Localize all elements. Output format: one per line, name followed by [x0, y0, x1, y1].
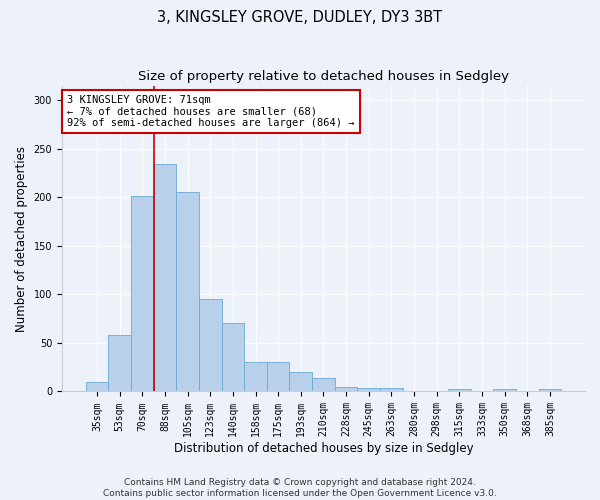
Bar [335, 386, 358, 392]
Bar [131, 196, 154, 392]
Bar [289, 372, 312, 392]
Text: Contains HM Land Registry data © Crown copyright and database right 2024.
Contai: Contains HM Land Registry data © Crown c… [103, 478, 497, 498]
Title: Size of property relative to detached houses in Sedgley: Size of property relative to detached ho… [138, 70, 509, 83]
Bar [109, 335, 131, 392]
Bar [380, 388, 403, 392]
Bar [312, 378, 335, 392]
Bar [244, 362, 267, 392]
Bar [539, 388, 561, 392]
Bar [358, 388, 380, 392]
Bar [199, 299, 221, 392]
Bar [493, 388, 516, 392]
Text: 3, KINGSLEY GROVE, DUDLEY, DY3 3BT: 3, KINGSLEY GROVE, DUDLEY, DY3 3BT [157, 10, 443, 25]
Text: 3 KINGSLEY GROVE: 71sqm
← 7% of detached houses are smaller (68)
92% of semi-det: 3 KINGSLEY GROVE: 71sqm ← 7% of detached… [67, 94, 355, 128]
Bar [176, 192, 199, 392]
Bar [221, 322, 244, 392]
Y-axis label: Number of detached properties: Number of detached properties [15, 146, 28, 332]
Bar [448, 388, 470, 392]
X-axis label: Distribution of detached houses by size in Sedgley: Distribution of detached houses by size … [173, 442, 473, 455]
Bar [154, 164, 176, 392]
Bar [86, 382, 109, 392]
Bar [267, 362, 289, 392]
